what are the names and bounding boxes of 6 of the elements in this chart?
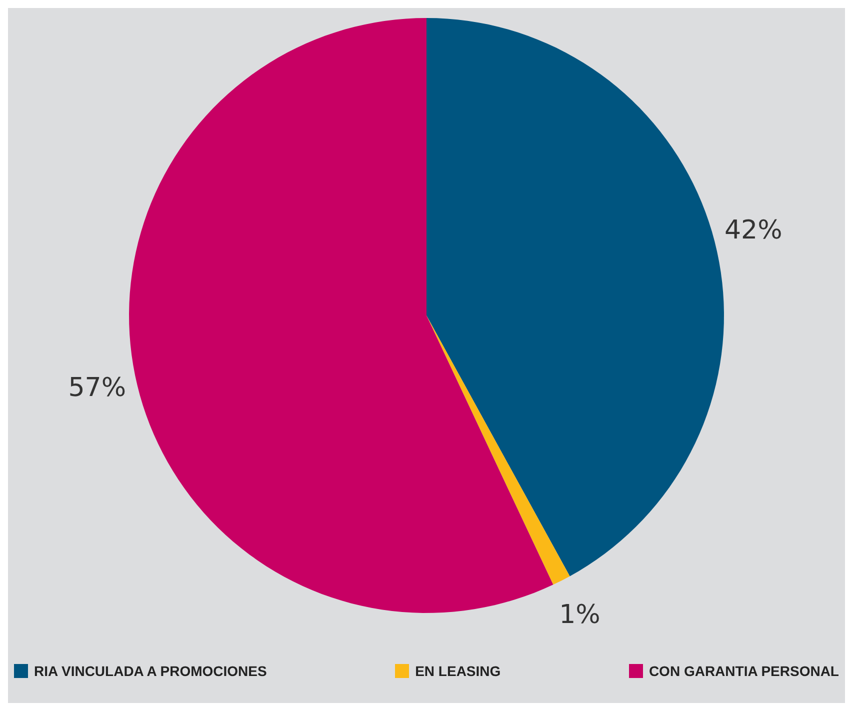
legend-label: CON GARANTIA PERSONAL: [648, 663, 839, 679]
legend-label: EN LEASING: [415, 663, 501, 679]
legend-label: RIA VINCULADA A PROMOCIONES: [34, 663, 267, 679]
data-label: 1%: [559, 600, 600, 630]
data-label: 42%: [724, 215, 782, 246]
data-label: 57%: [68, 372, 126, 403]
